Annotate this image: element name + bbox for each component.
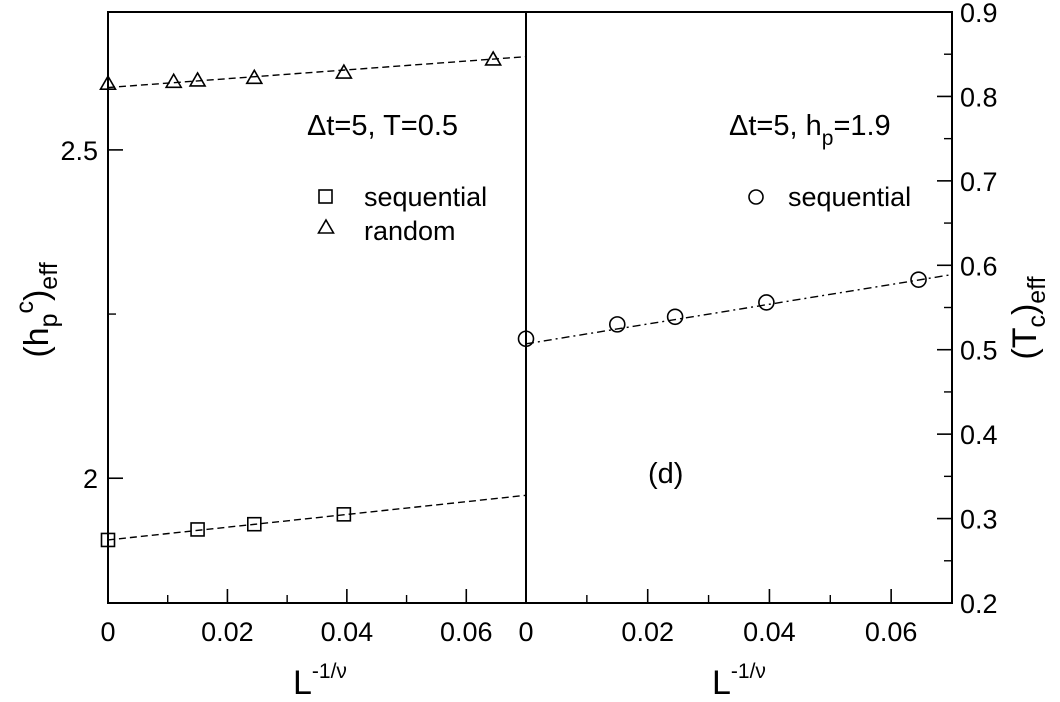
right-fit-line-sequential xyxy=(525,273,953,345)
right-y-tick-label: 0.8 xyxy=(960,82,998,112)
left-panel-plot-area xyxy=(99,50,527,548)
right-y-axis-label: (Tc)eff xyxy=(1006,276,1051,359)
left-panel-annotation: Δt=5, T=0.5 xyxy=(307,110,458,142)
right-x-tick-label: 0.06 xyxy=(865,617,918,647)
left-panel-ticks: 0 0.02 0.04 0.06 2 2.5 xyxy=(60,136,492,647)
left-x-tick-label: 0.06 xyxy=(440,617,493,647)
right-panel-annotation: Δt=5, hp=1.9 xyxy=(729,110,891,150)
left-y-tick-label: 2 xyxy=(83,464,98,494)
right-data-point-sequential-circle xyxy=(517,330,535,348)
left-panel-legend: sequential random xyxy=(317,182,487,246)
left-fit-line-random xyxy=(107,55,527,89)
left-data-point-sequential-square xyxy=(190,522,205,537)
left-data-point-random-triangle xyxy=(245,68,264,85)
left-y-axis-label: (hpc)eff xyxy=(11,262,63,357)
left-data-point-random-triangle xyxy=(99,74,117,91)
right-x-tick-label: 0 xyxy=(518,617,533,647)
right-y-tick-label: 0.4 xyxy=(960,420,998,450)
right-panel-plot-area xyxy=(517,271,953,348)
right-x-axis-label: L-1/ν xyxy=(712,660,766,702)
legend-label-sequential: sequential xyxy=(364,182,487,212)
left-x-axis-label: L-1/ν xyxy=(293,660,347,702)
left-data-point-sequential-square xyxy=(336,507,352,522)
legend-triangle-marker xyxy=(317,218,335,234)
right-data-point-sequential-circle xyxy=(910,271,927,288)
right-y-tick-label: 0.7 xyxy=(960,167,998,197)
right-data-point-sequential-circle xyxy=(608,316,626,333)
left-data-point-sequential-square xyxy=(100,532,116,548)
left-y-tick-label: 2.5 xyxy=(60,136,98,166)
right-x-tick-label: 0.02 xyxy=(621,617,674,647)
left-fit-line-sequential xyxy=(107,494,527,541)
left-x-tick-label: 0.04 xyxy=(321,617,374,647)
legend-circle-marker xyxy=(748,189,764,205)
right-x-tick-label: 0.04 xyxy=(743,617,796,647)
legend-square-marker xyxy=(318,189,333,204)
legend-label-sequential-right: sequential xyxy=(788,182,911,212)
right-y-tick-label: 0.6 xyxy=(960,251,998,281)
right-y-tick-label: 0.5 xyxy=(960,336,998,366)
right-data-point-sequential-circle xyxy=(758,294,775,311)
right-y-tick-label: 0.2 xyxy=(960,589,998,619)
left-data-point-random-triangle xyxy=(188,71,207,87)
legend-label-random: random xyxy=(364,216,456,246)
right-y-tick-label: 0.3 xyxy=(960,505,998,535)
left-x-tick-label: 0 xyxy=(100,617,115,647)
right-data-point-sequential-circle xyxy=(666,308,684,326)
left-panel-frame xyxy=(107,11,527,604)
right-panel-legend: sequential xyxy=(748,182,911,212)
left-data-point-random-triangle xyxy=(334,63,353,79)
left-data-point-sequential-square xyxy=(247,516,262,532)
right-y-tick-label: 0.9 xyxy=(960,0,998,28)
right-panel-frame xyxy=(525,11,953,604)
panel-label: (d) xyxy=(648,458,683,490)
left-data-point-random-triangle xyxy=(484,50,503,66)
right-panel-ticks: 0 0.02 0.04 0.06 0.2 0.3 0.4 0.5 0.6 0.7 0.8 0.9 xyxy=(518,0,997,647)
left-data-point-random-triangle xyxy=(164,72,183,89)
left-x-tick-label: 0.02 xyxy=(201,617,254,647)
